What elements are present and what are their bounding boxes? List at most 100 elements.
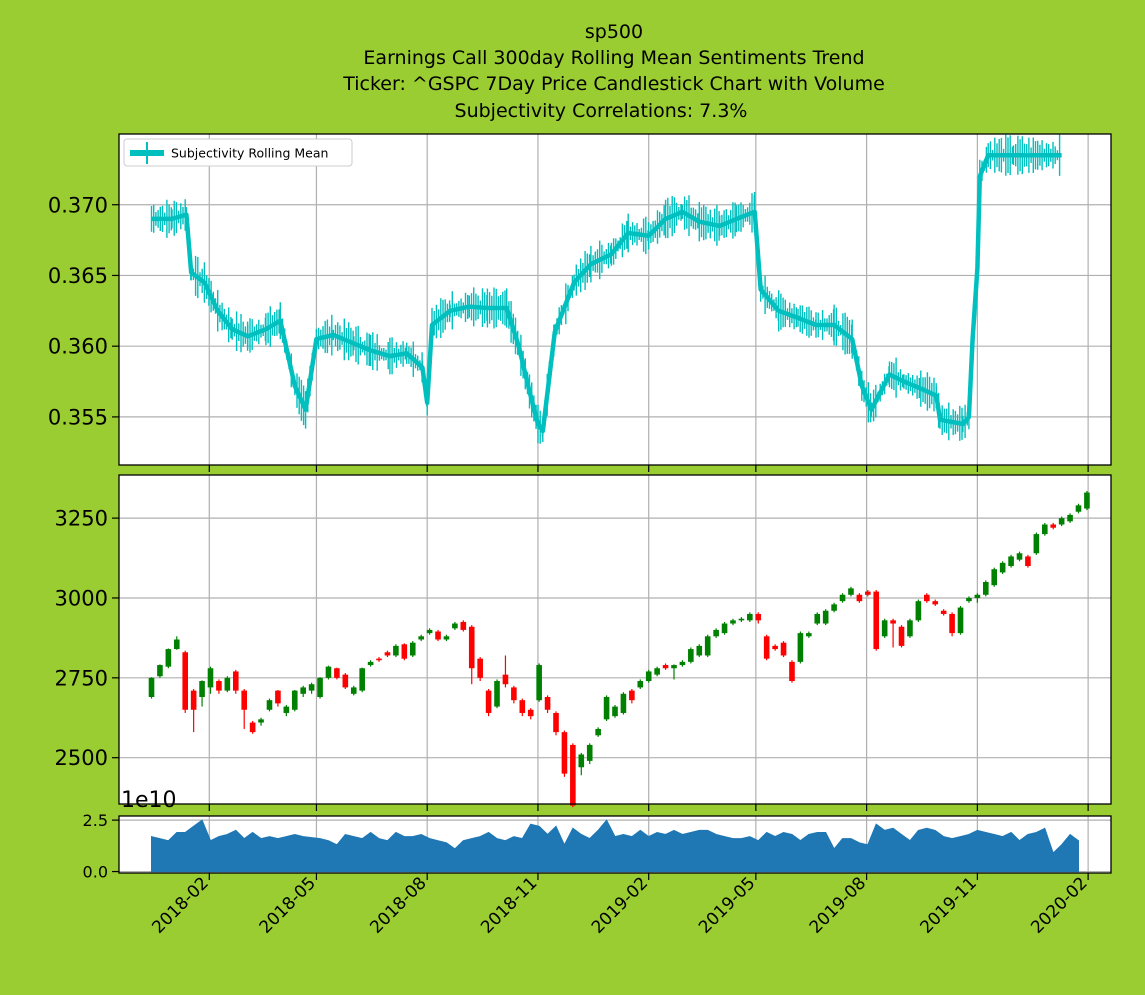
candlestick-grid bbox=[119, 475, 1111, 804]
candle-body bbox=[603, 696, 610, 720]
candle-37 bbox=[460, 620, 467, 632]
candle-61 bbox=[662, 663, 669, 670]
candle-22 bbox=[334, 667, 340, 680]
candlestick-y-ticks: 2500 2750 3000 3250 bbox=[55, 507, 119, 770]
sentiment-ytick-label-0: 0.355 bbox=[48, 405, 108, 429]
candle-body bbox=[266, 700, 273, 710]
candle-body bbox=[182, 652, 189, 710]
candle-71 bbox=[747, 612, 753, 622]
candle-body bbox=[856, 594, 863, 602]
candle-58 bbox=[637, 679, 644, 690]
candle-54 bbox=[603, 695, 610, 721]
candle-body bbox=[654, 668, 660, 675]
candle-body bbox=[814, 613, 821, 624]
candle-body bbox=[511, 687, 517, 701]
candle-41 bbox=[494, 679, 500, 709]
candle-body bbox=[1041, 524, 1048, 535]
candle-body bbox=[561, 732, 568, 774]
candle-30 bbox=[401, 643, 408, 661]
candle-body bbox=[1075, 505, 1082, 512]
candle-26 bbox=[367, 660, 374, 667]
candle-body bbox=[924, 594, 930, 602]
sentiment-ytick-label-1: 0.360 bbox=[48, 335, 108, 359]
candle-10 bbox=[232, 669, 239, 694]
candle-body bbox=[713, 629, 719, 637]
candle-body bbox=[822, 610, 829, 624]
candle-body bbox=[957, 607, 964, 634]
candle-50 bbox=[570, 743, 576, 808]
candle-body bbox=[755, 613, 762, 621]
candle-body bbox=[384, 652, 391, 656]
candle-body bbox=[797, 633, 804, 662]
candle-body bbox=[325, 666, 332, 678]
volume-panel: 0.0 2.5 1e10 bbox=[83, 788, 1112, 881]
sentiment-line bbox=[151, 152, 1062, 434]
candle-body bbox=[873, 591, 880, 650]
candle-body bbox=[544, 696, 551, 710]
candle-body bbox=[334, 668, 340, 678]
candle-35 bbox=[443, 634, 450, 642]
candle-38 bbox=[468, 625, 475, 685]
figure-title-line-4: Subjectivity Correlations: 7.3% bbox=[455, 100, 748, 122]
candle-body bbox=[974, 594, 981, 598]
candle-96 bbox=[957, 605, 964, 635]
sentiment-series bbox=[150, 134, 1062, 444]
candle-body bbox=[527, 709, 534, 717]
candle-4 bbox=[182, 650, 189, 713]
candle-59 bbox=[645, 669, 652, 683]
candle-88 bbox=[890, 618, 896, 648]
candle-body bbox=[578, 754, 585, 768]
volume-area bbox=[151, 819, 1079, 873]
candle-body bbox=[907, 620, 913, 637]
candle-48 bbox=[553, 711, 559, 736]
candle-body bbox=[460, 621, 467, 630]
sentiment-plot-area bbox=[119, 134, 1111, 465]
figure-title-line-1: sp500 bbox=[585, 21, 643, 43]
candle-body bbox=[763, 636, 770, 659]
candle-17 bbox=[291, 689, 298, 712]
candle-body bbox=[1067, 514, 1073, 522]
candle-body bbox=[393, 645, 399, 656]
candle-body bbox=[949, 613, 955, 634]
candle-body bbox=[704, 636, 711, 656]
candle-body bbox=[645, 671, 652, 682]
candle-body bbox=[249, 722, 256, 733]
sentiment-x-ticks bbox=[208, 465, 1089, 472]
candle-body bbox=[452, 623, 458, 629]
candle-29 bbox=[393, 644, 399, 658]
candle-body bbox=[317, 677, 323, 697]
candle-102 bbox=[1008, 554, 1014, 568]
candle-0 bbox=[148, 677, 155, 699]
legend-label: Subjectivity Rolling Mean bbox=[171, 146, 328, 161]
candle-body bbox=[443, 636, 450, 640]
candle-43 bbox=[511, 685, 517, 704]
candle-66 bbox=[704, 634, 711, 658]
candle-body bbox=[359, 668, 365, 691]
candle-body bbox=[780, 642, 787, 656]
candle-body bbox=[898, 626, 905, 646]
candle-47 bbox=[544, 695, 551, 713]
candle-body bbox=[401, 644, 408, 659]
candle-body bbox=[696, 645, 703, 656]
candle-body bbox=[890, 620, 896, 624]
candle-body bbox=[553, 712, 559, 733]
volume-x-ticks bbox=[208, 873, 1089, 880]
candle-23 bbox=[342, 673, 349, 690]
candle-body bbox=[173, 639, 180, 650]
candle-72 bbox=[755, 612, 762, 624]
volume-offset-label: 1e10 bbox=[121, 788, 177, 813]
candle-body bbox=[291, 690, 298, 710]
volume-ytick-label-1: 2.5 bbox=[83, 811, 108, 830]
candle-77 bbox=[797, 631, 804, 664]
sentiment-panel: 0.355 0.360 0.365 0.370 Subjectivity Rollin… bbox=[48, 133, 1112, 472]
candle-body bbox=[275, 690, 281, 704]
candle-body bbox=[376, 658, 382, 661]
candle-80 bbox=[822, 609, 829, 626]
candle-25 bbox=[359, 667, 365, 693]
candle-55 bbox=[612, 704, 618, 718]
candle-body bbox=[570, 744, 576, 806]
candle-body bbox=[881, 620, 888, 637]
candle-84 bbox=[856, 593, 863, 603]
candle-body bbox=[915, 601, 922, 621]
